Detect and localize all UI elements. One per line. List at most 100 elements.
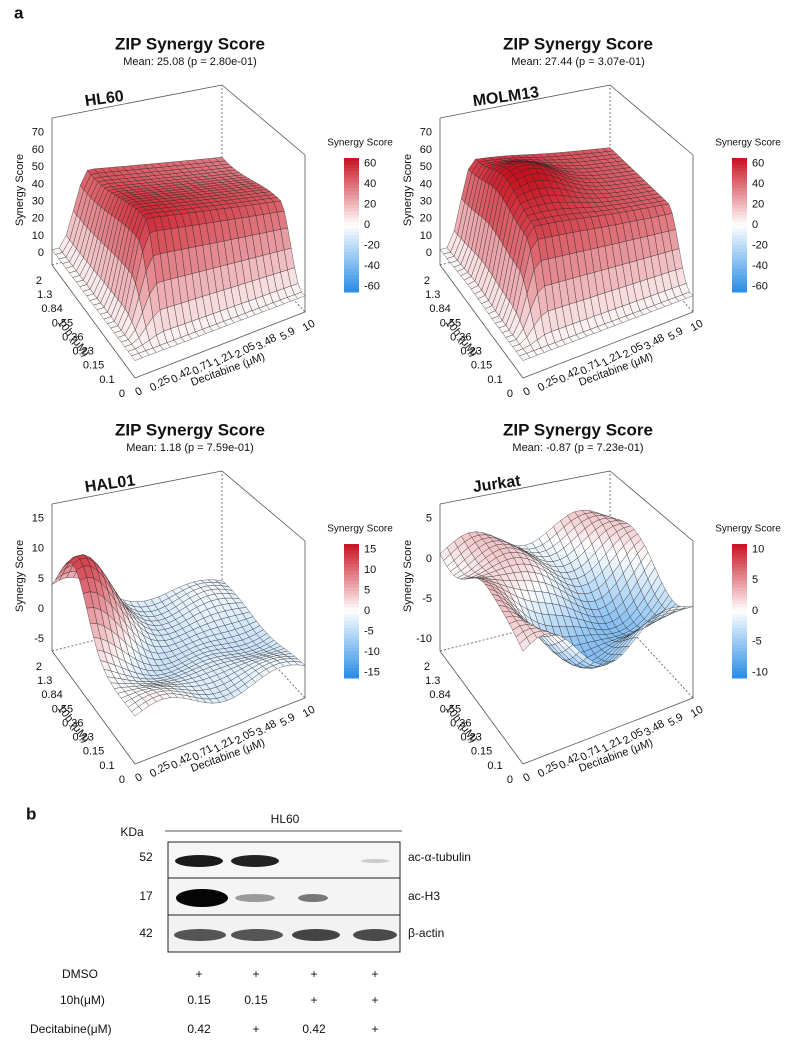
legend-tick-label: 40 — [752, 178, 764, 190]
legend-swatch — [732, 285, 747, 289]
legend-swatch — [344, 675, 359, 679]
plot-subtitle: Mean: 25.08 (p = 2.80e-01) — [123, 56, 257, 68]
condition-value: + — [310, 967, 317, 981]
condition-value: + — [252, 967, 259, 981]
legend-swatch — [732, 279, 747, 283]
plot-title: ZIP Synergy Score — [115, 420, 265, 439]
legend-swatch — [344, 645, 359, 649]
legend-swatch — [344, 561, 359, 565]
legend-tick-label: 20 — [364, 198, 376, 210]
legend-swatch — [732, 588, 747, 592]
legend-swatch — [732, 578, 747, 582]
condition-value: + — [371, 1022, 378, 1036]
surface-plot: ZIP Synergy Score Mean: 25.08 (p = 2.80e-… — [14, 34, 393, 399]
box-edge — [52, 471, 222, 504]
plot-title: ZIP Synergy Score — [503, 420, 653, 439]
x-tick-label: 5.9 — [666, 325, 685, 343]
z-tick-label: -10 — [416, 633, 432, 645]
legend-swatch — [732, 551, 747, 555]
legend-tick-label: 40 — [364, 178, 376, 190]
legend-swatch — [344, 628, 359, 632]
legend-swatch — [344, 232, 359, 236]
legend-swatch — [344, 574, 359, 578]
legend-swatch — [344, 218, 359, 222]
kda-label: 42 — [139, 926, 153, 940]
z-tick-label: 10 — [420, 230, 432, 242]
legend-swatch — [344, 588, 359, 592]
legend-swatch — [344, 252, 359, 256]
legend-swatch — [732, 242, 747, 246]
band — [175, 855, 223, 867]
legend-swatch — [732, 634, 747, 638]
legend-swatch — [344, 618, 359, 622]
legend-swatch — [732, 282, 747, 286]
x-tick-label: 0 — [133, 385, 144, 398]
legend-swatch — [344, 208, 359, 212]
y-tick-label: 0.84 — [41, 303, 62, 315]
legend-swatch — [732, 269, 747, 273]
legend-swatch — [732, 655, 747, 659]
legend-tick-label: 0 — [364, 219, 370, 231]
legend-swatch — [732, 564, 747, 568]
legend-swatch — [344, 648, 359, 652]
legend-swatch — [732, 645, 747, 649]
legend-swatch — [344, 161, 359, 165]
legend-swatch — [344, 624, 359, 628]
legend-tick-label: -10 — [364, 646, 380, 658]
legend-swatch — [344, 158, 359, 162]
z-axis-label: Synergy Score — [402, 540, 414, 612]
legend-swatch — [732, 561, 747, 565]
panel-label: a — [14, 3, 24, 22]
condition-value: 0.15 — [244, 993, 268, 1007]
band — [231, 855, 279, 867]
legend-swatch — [732, 628, 747, 632]
x-tick-label: 5.9 — [278, 325, 297, 343]
condition-value: + — [371, 993, 378, 1007]
legend-swatch — [732, 245, 747, 249]
legend-swatch — [732, 225, 747, 229]
legend-swatch — [344, 584, 359, 588]
z-tick-label: 0 — [426, 553, 432, 565]
legend-swatch — [344, 238, 359, 242]
legend-swatch — [732, 178, 747, 182]
legend-swatch — [732, 671, 747, 675]
band — [174, 929, 226, 941]
x-tick-label: 3.48 — [642, 718, 667, 739]
legend-swatch — [732, 641, 747, 645]
y-tick-label: 0 — [507, 774, 513, 786]
legend-swatch — [732, 547, 747, 551]
protein-label: β-actin — [408, 926, 444, 940]
legend-swatch — [344, 272, 359, 276]
legend-tick-label: -15 — [364, 667, 380, 679]
cell-line: HL60 — [271, 812, 300, 826]
legend-swatch — [344, 282, 359, 286]
z-tick-label: 70 — [32, 127, 44, 139]
condition-value: + — [195, 967, 202, 981]
legend-swatch — [732, 158, 747, 162]
legend-tick-label: -5 — [364, 625, 374, 637]
legend-swatch — [344, 581, 359, 585]
legend-swatch — [344, 248, 359, 252]
legend-swatch — [732, 205, 747, 209]
legend-swatch — [344, 279, 359, 283]
legend-tick-label: 60 — [752, 157, 764, 169]
protein-label: ac-H3 — [408, 889, 440, 903]
box-edge — [610, 85, 693, 155]
legend-tick-label: -40 — [364, 260, 380, 272]
legend-tick-label: 5 — [752, 574, 758, 586]
legend-swatch — [344, 269, 359, 273]
legend-swatch — [344, 658, 359, 662]
legend-swatch — [344, 668, 359, 672]
western-blot: KDa HL60 — [120, 812, 402, 952]
legend-swatch — [344, 608, 359, 612]
y-tick-label: 0 — [119, 774, 125, 786]
legend-swatch — [344, 285, 359, 289]
legend-swatch — [344, 661, 359, 665]
legend-swatch — [344, 202, 359, 206]
plot-title: ZIP Synergy Score — [115, 34, 265, 53]
legend-tick-label: 15 — [364, 543, 376, 555]
legend-tick-label: 10 — [752, 543, 764, 555]
legend-swatch — [344, 651, 359, 655]
legend-swatch — [732, 215, 747, 219]
